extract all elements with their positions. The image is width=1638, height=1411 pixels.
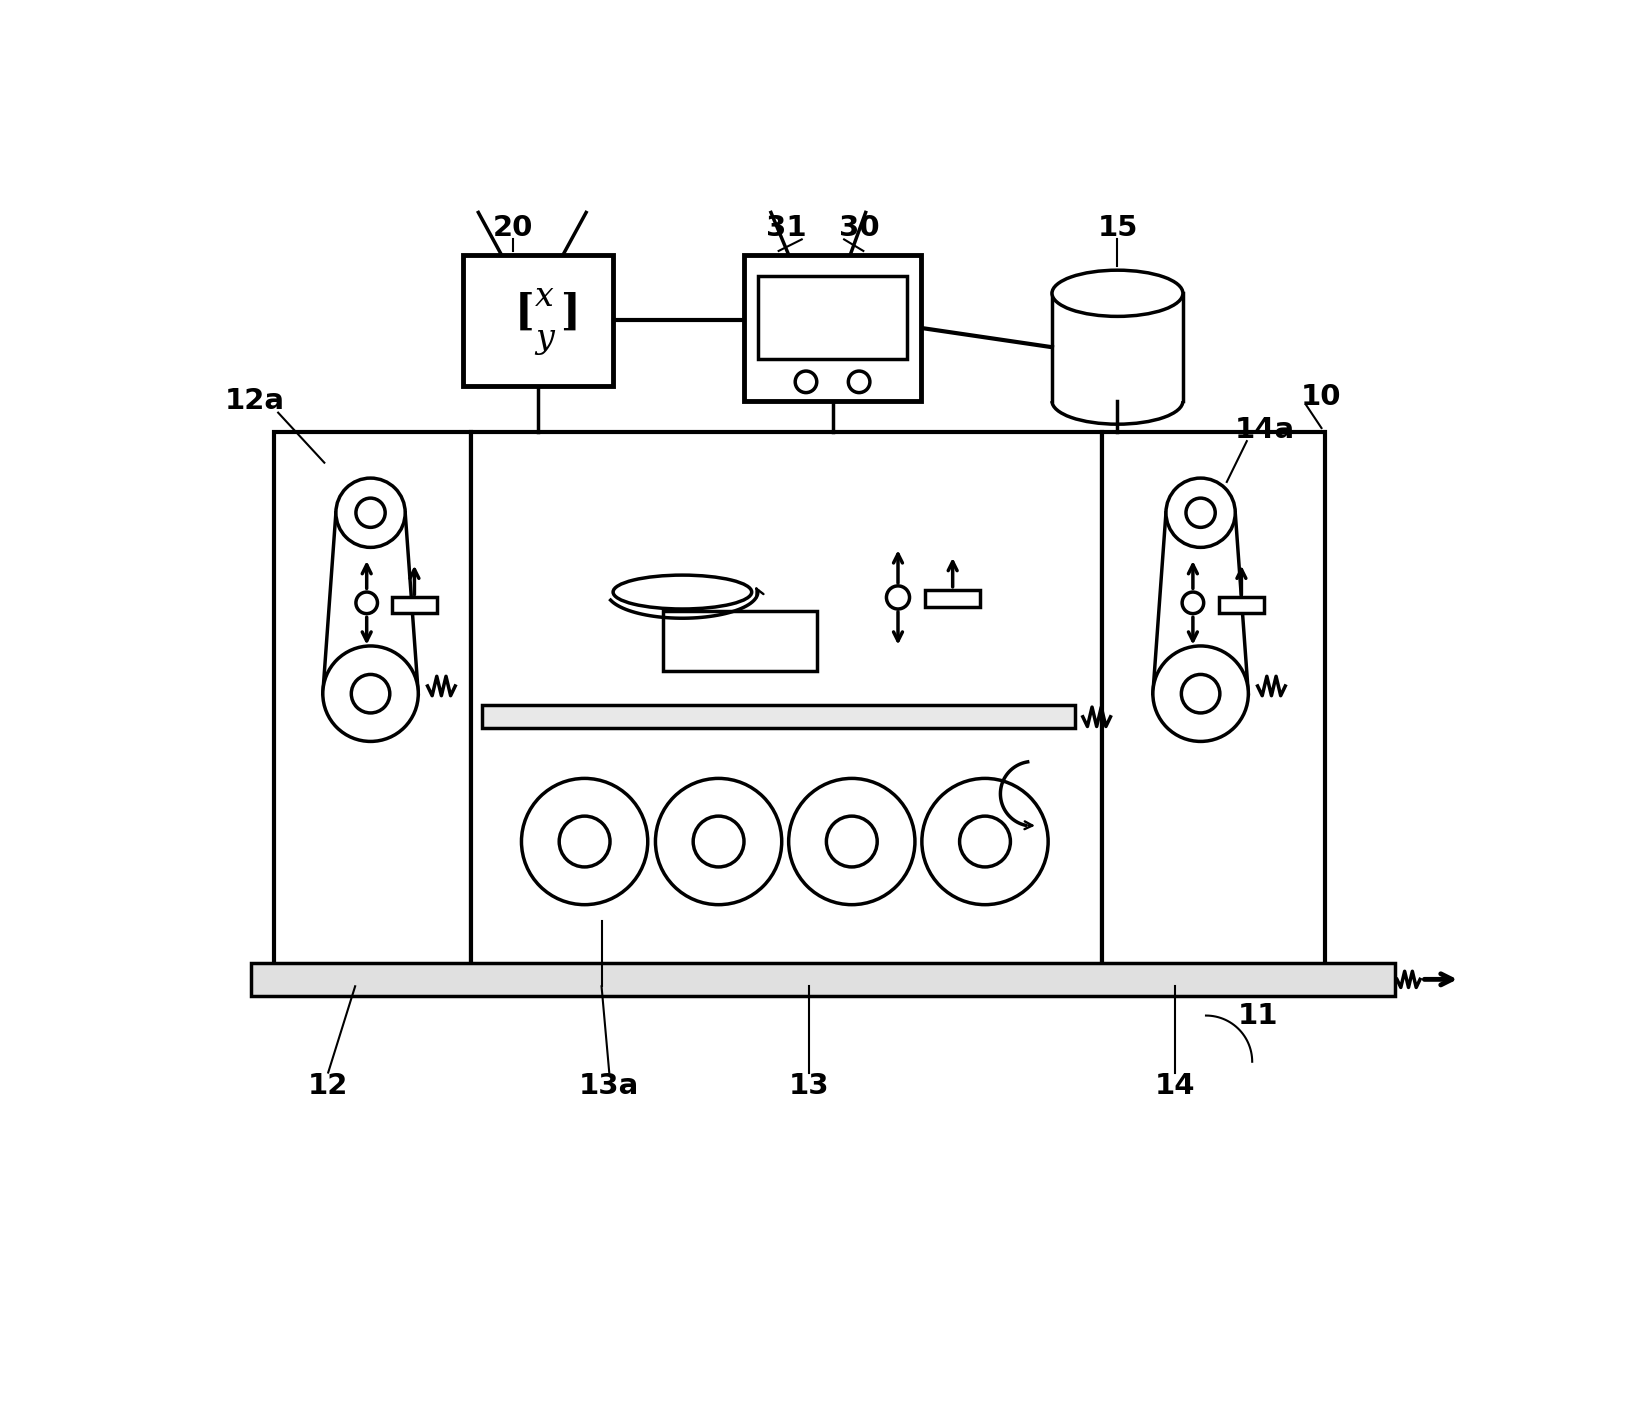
Text: 11: 11 xyxy=(1237,1002,1278,1030)
Text: 15: 15 xyxy=(1097,214,1138,241)
Circle shape xyxy=(655,779,781,904)
Bar xyxy=(744,255,921,401)
Circle shape xyxy=(1183,593,1204,614)
Bar xyxy=(925,590,981,607)
Circle shape xyxy=(559,816,609,866)
Bar xyxy=(1102,432,1325,986)
Circle shape xyxy=(351,674,390,713)
Circle shape xyxy=(1166,478,1235,547)
Bar xyxy=(663,611,817,670)
Circle shape xyxy=(960,816,1011,866)
Text: 13a: 13a xyxy=(580,1072,639,1101)
Circle shape xyxy=(1186,498,1215,528)
Text: 14: 14 xyxy=(1155,1072,1196,1101)
Text: 20: 20 xyxy=(493,214,534,241)
Circle shape xyxy=(693,816,744,866)
Circle shape xyxy=(788,779,916,904)
Circle shape xyxy=(886,586,909,610)
Bar xyxy=(464,255,613,385)
Bar xyxy=(391,597,437,612)
Bar xyxy=(251,964,1394,996)
Bar xyxy=(470,432,1102,986)
Text: 10: 10 xyxy=(1301,384,1342,411)
Circle shape xyxy=(1181,674,1220,713)
Bar xyxy=(1052,293,1183,401)
Bar xyxy=(482,706,1075,728)
Text: 12a: 12a xyxy=(224,387,285,415)
Circle shape xyxy=(355,498,385,528)
Text: 14a: 14a xyxy=(1235,416,1296,444)
Text: y: y xyxy=(534,323,554,356)
Bar xyxy=(758,275,907,358)
Text: [: [ xyxy=(514,292,534,333)
Text: 30: 30 xyxy=(839,214,880,241)
Circle shape xyxy=(355,593,377,614)
Circle shape xyxy=(1153,646,1248,741)
Text: ]: ] xyxy=(560,292,580,333)
Bar xyxy=(274,432,470,986)
Circle shape xyxy=(521,779,647,904)
Circle shape xyxy=(827,816,878,866)
Circle shape xyxy=(336,478,405,547)
Circle shape xyxy=(848,371,870,392)
Text: 13: 13 xyxy=(790,1072,830,1101)
Ellipse shape xyxy=(1052,270,1183,316)
Text: 31: 31 xyxy=(767,214,806,241)
Ellipse shape xyxy=(613,576,752,610)
Bar xyxy=(1219,597,1265,612)
Circle shape xyxy=(323,646,418,741)
Text: x: x xyxy=(534,281,554,313)
Circle shape xyxy=(922,779,1048,904)
Circle shape xyxy=(794,371,817,392)
Text: 12: 12 xyxy=(308,1072,349,1101)
